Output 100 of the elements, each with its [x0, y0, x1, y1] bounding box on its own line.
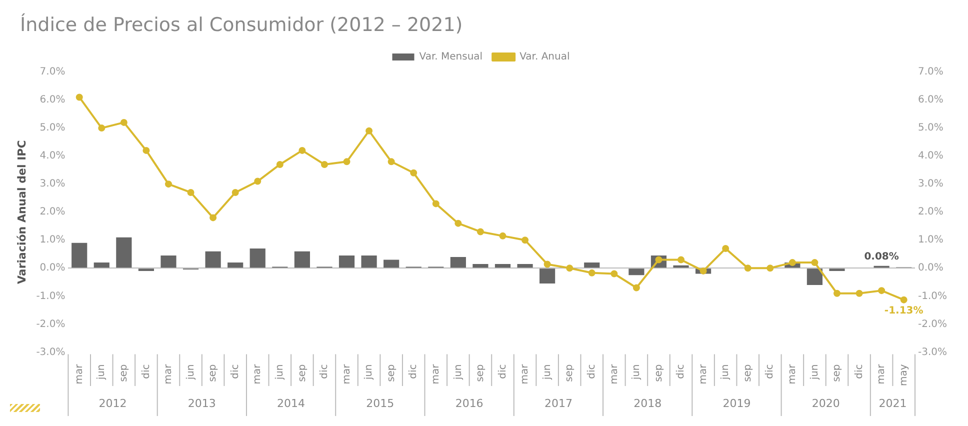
point — [432, 200, 440, 208]
y-tick-label: 6.0% — [40, 94, 66, 106]
bar — [361, 256, 377, 268]
data-label: -1.13% — [884, 305, 924, 316]
bar — [205, 251, 221, 268]
x-tick-label: dic — [230, 364, 241, 379]
x-tick-label: mar — [520, 363, 531, 384]
y2-tick-label: 4.0% — [918, 150, 944, 162]
bar — [94, 262, 110, 268]
point — [522, 236, 529, 244]
x-tick-label: dic — [764, 364, 776, 379]
bar — [628, 268, 644, 276]
point — [632, 284, 640, 292]
x-tick-label: mar — [608, 363, 620, 384]
x-tick-label: jun — [542, 364, 553, 381]
text: 2012 — [98, 396, 127, 410]
y-tick-label: -3.0% — [36, 346, 66, 358]
bar — [228, 262, 244, 268]
bar — [294, 251, 310, 268]
bar — [338, 256, 355, 268]
y-tick-label: 4.0% — [40, 150, 66, 162]
x-tick-label: dic — [408, 364, 420, 379]
point — [766, 264, 774, 272]
text: 2020 — [812, 396, 840, 410]
x-tick-label: jun — [452, 364, 464, 381]
bar — [72, 242, 88, 268]
y-axis-title: Variación Anual del IPC — [15, 140, 28, 284]
point — [833, 290, 840, 297]
x-tick-label: dic — [319, 364, 330, 379]
text: 2016 — [455, 396, 484, 410]
point — [744, 264, 752, 272]
y-tick-label: 1.0% — [40, 234, 66, 246]
x-tick-label: mar — [430, 363, 442, 384]
x-tick-label: sep — [118, 364, 130, 382]
y-tick-label: 7.0% — [40, 66, 66, 78]
point — [499, 232, 506, 240]
y2-tick-label: -2.0% — [918, 318, 947, 330]
bar — [806, 268, 823, 285]
point — [410, 169, 418, 176]
y2-tick-label: 5.0% — [918, 122, 944, 134]
y-tick-label: -2.0% — [36, 318, 66, 330]
y2-tick-label: 3.0% — [918, 178, 944, 190]
bar — [494, 264, 511, 268]
x-tick-label: jun — [720, 364, 732, 381]
point — [722, 245, 730, 252]
y2-tick-label: -3.0% — [918, 346, 947, 358]
text: 2019 — [722, 396, 751, 410]
legend-label: Var. Mensual — [419, 52, 483, 63]
x-tick-label: mar — [698, 363, 709, 384]
x-tick-label: jun — [274, 364, 286, 381]
x-tick-label: mar — [341, 363, 352, 384]
bar — [450, 256, 466, 268]
bar — [116, 237, 132, 268]
bar — [472, 264, 488, 268]
text: 2017 — [544, 396, 572, 410]
x-tick-label: sep — [208, 364, 219, 382]
point — [298, 146, 306, 154]
point — [142, 146, 150, 154]
legend-label: Var. Anual — [520, 52, 570, 63]
bar — [540, 268, 556, 284]
point — [187, 188, 194, 196]
y2-tick-label: 2.0% — [918, 206, 944, 218]
y2-tick-label: 7.0% — [918, 66, 944, 78]
y-tick-label: 5.0% — [40, 122, 66, 134]
point — [878, 287, 886, 294]
point — [700, 267, 707, 274]
x-tick-label: dic — [586, 364, 598, 379]
y2-tick-label: -1.0% — [918, 290, 947, 302]
x-tick-label: sep — [653, 364, 664, 382]
chart-title: Índice de Precios al Consumidor (2012 – 2021) — [19, 12, 464, 38]
point — [98, 124, 106, 132]
y2-tick-label: 6.0% — [918, 94, 944, 106]
text: 2014 — [277, 396, 306, 410]
x-tick-label: jun — [631, 364, 642, 381]
bar — [160, 256, 176, 268]
x-tick-label: jun — [185, 364, 196, 381]
point — [120, 118, 128, 126]
point — [566, 264, 574, 272]
x-tick-label: sep — [296, 364, 308, 382]
y-tick-label: 2.0% — [40, 206, 66, 218]
point — [388, 158, 395, 166]
x-tick-label: mar — [787, 363, 798, 384]
bar — [384, 260, 400, 268]
x-tick-label: jun — [96, 364, 108, 381]
point — [210, 214, 217, 222]
point — [254, 178, 262, 185]
x-tick-label: sep — [742, 364, 754, 382]
x-tick-label: mar — [876, 363, 888, 384]
bar — [250, 248, 266, 268]
point — [788, 259, 796, 266]
point — [454, 220, 462, 227]
bar — [517, 264, 533, 268]
y2-tick-label: 0.0% — [918, 262, 944, 274]
point — [343, 158, 350, 166]
point — [811, 259, 818, 266]
x-tick-label: mar — [163, 363, 174, 384]
x-tick-label: jun — [809, 364, 820, 381]
y-tick-label: 3.0% — [40, 178, 66, 190]
point — [544, 260, 551, 268]
y-tick-label: -1.0% — [36, 290, 66, 302]
